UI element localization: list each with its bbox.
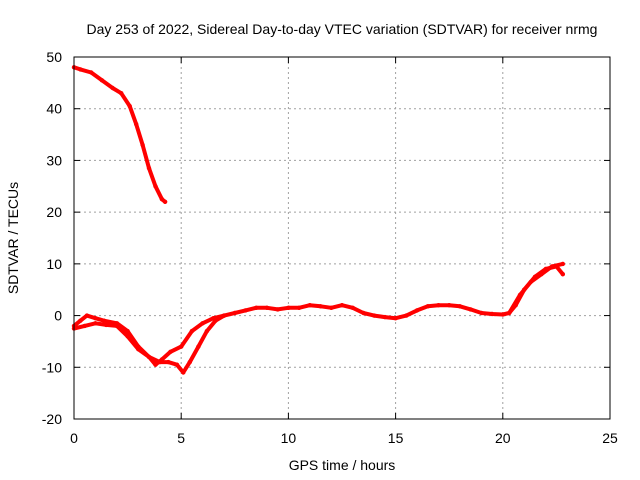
y-axis-label: SDTVAR / TECUs: [5, 182, 21, 294]
data-point: [264, 305, 270, 310]
data-point: [318, 304, 323, 309]
x-tick-label: 0: [70, 430, 78, 446]
data-point: [110, 85, 115, 91]
data-point: [500, 312, 505, 317]
data-point: [339, 303, 345, 308]
data-point: [275, 307, 280, 312]
x-tick-label: 5: [177, 430, 185, 446]
data-point: [82, 323, 87, 329]
data-point: [468, 307, 473, 312]
data-point: [140, 142, 145, 148]
data-point: [189, 328, 195, 334]
y-tick-label: -20: [42, 411, 62, 427]
data-point: [179, 344, 184, 349]
data-point: [447, 303, 452, 308]
data-point: [153, 362, 158, 367]
data-point: [93, 316, 98, 321]
data-point: [125, 328, 130, 334]
y-tick-label: -10: [42, 359, 62, 375]
data-point: [221, 313, 227, 318]
data-point: [254, 305, 259, 310]
series-line-main-track: [72, 264, 565, 367]
data-point: [560, 261, 565, 267]
data-point: [232, 310, 237, 316]
data-point: [213, 318, 218, 323]
data-point: [125, 334, 130, 339]
data-point: [404, 313, 409, 318]
y-tick-label: 30: [46, 152, 62, 168]
data-point: [204, 328, 210, 334]
grid: [74, 57, 610, 419]
data-point: [84, 313, 90, 318]
data-point: [414, 308, 420, 313]
data-point: [168, 349, 173, 354]
data-point: [539, 272, 544, 277]
data-point: [146, 354, 152, 360]
data-point: [196, 344, 201, 349]
data-point: [329, 305, 334, 310]
data-point: [119, 91, 124, 96]
x-tick-label: 10: [281, 430, 297, 446]
chart-title: Day 253 of 2022, Sidereal Day-to-day VTE…: [87, 21, 598, 37]
data-point: [517, 292, 523, 298]
data-point: [78, 67, 83, 72]
y-axis-ticks: -20 -10 0 10 20 30 40 50: [42, 49, 610, 427]
data-point: [93, 321, 98, 326]
data-point: [393, 316, 398, 321]
y-tick-label: 20: [46, 204, 62, 220]
data-point: [127, 103, 132, 109]
data-point: [243, 308, 248, 313]
data-point: [146, 166, 152, 171]
data-point: [101, 318, 107, 323]
data-point: [166, 359, 171, 365]
data-point: [187, 359, 192, 365]
x-tick-label: 20: [495, 430, 511, 446]
x-axis-ticks: 0 5 10 15 20 25: [70, 57, 618, 446]
data-point: [157, 359, 162, 365]
plot-frame: [73, 56, 611, 420]
data-point: [114, 323, 120, 329]
y-tick-label: 40: [46, 101, 62, 117]
data-point: [436, 303, 441, 308]
y-tick-label: 50: [46, 49, 62, 65]
data-point: [134, 122, 139, 127]
data-point: [104, 322, 109, 328]
data-point: [153, 184, 158, 189]
data-point: [296, 305, 302, 310]
data-point: [382, 314, 388, 320]
data-point: [361, 310, 366, 316]
y-tick-label: 10: [46, 256, 62, 272]
data-point: [99, 78, 105, 83]
data-point: [350, 305, 355, 310]
data-point: [507, 310, 512, 316]
x-axis-label: GPS time / hours: [289, 457, 396, 473]
data-point: [181, 370, 186, 375]
data-series: [71, 65, 565, 375]
data-point: [136, 347, 141, 352]
x-tick-label: 25: [602, 430, 618, 446]
series-line-high-branch: [72, 65, 168, 204]
data-point: [457, 304, 463, 309]
data-point: [159, 197, 165, 202]
data-point: [174, 362, 180, 367]
data-point: [425, 304, 430, 309]
data-point: [489, 311, 495, 317]
data-point: [78, 318, 83, 323]
data-point: [162, 199, 168, 204]
data-point: [560, 272, 565, 277]
y-tick-label: 0: [54, 308, 62, 324]
data-point: [286, 305, 291, 310]
data-point: [528, 279, 533, 285]
data-point: [307, 303, 312, 308]
data-point: [479, 310, 484, 316]
data-point: [89, 70, 94, 75]
data-point: [200, 321, 205, 326]
data-point: [549, 264, 555, 269]
x-tick-label: 15: [388, 430, 404, 446]
data-point: [372, 313, 377, 318]
